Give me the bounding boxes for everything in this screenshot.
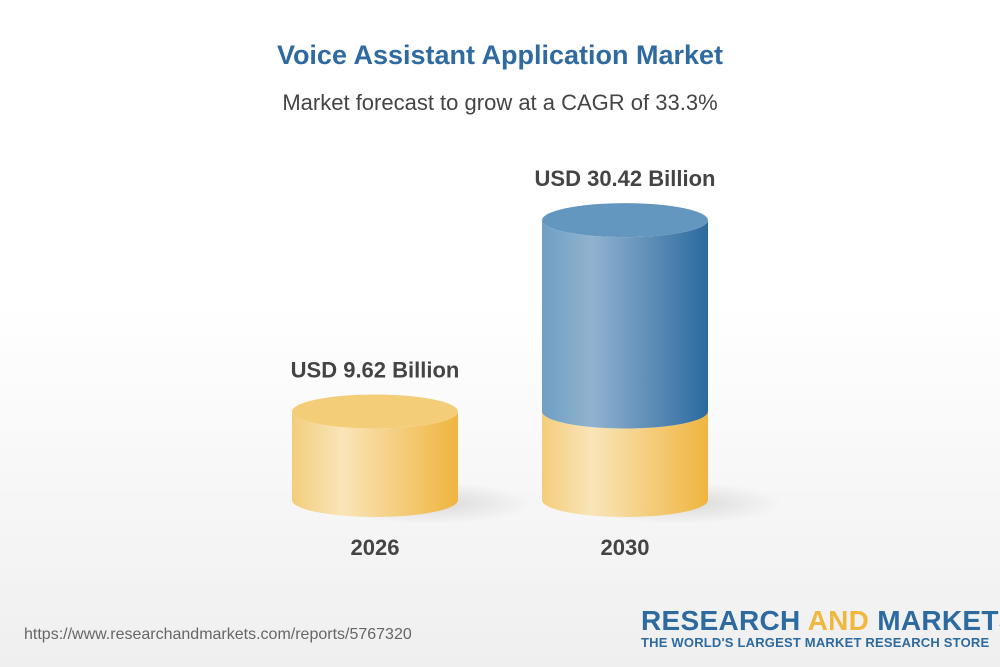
- data-label: USD 9.62 Billion: [291, 357, 460, 382]
- research-and-markets-logo: RESEARCH AND MARKETS THE WORLD'S LARGEST…: [641, 605, 1000, 650]
- cylinder-base-segment: [292, 411, 458, 517]
- cylinder-top: [292, 394, 458, 429]
- category-label: 2030: [601, 535, 650, 560]
- cylinder-base-segment: [542, 411, 708, 517]
- chart-title: Voice Assistant Application Market: [276, 40, 724, 70]
- logo-tagline: THE WORLD'S LARGEST MARKET RESEARCH STOR…: [641, 635, 990, 650]
- cylinder-top: [542, 203, 708, 238]
- category-label: 2026: [351, 535, 400, 560]
- cylinder-growth-segment: [542, 220, 708, 429]
- data-label: USD 30.42 Billion: [535, 166, 716, 191]
- chart-subtitle: Market forecast to grow at a CAGR of 33.…: [282, 90, 718, 115]
- report-url[interactable]: https://www.researchandmarkets.com/repor…: [24, 626, 412, 643]
